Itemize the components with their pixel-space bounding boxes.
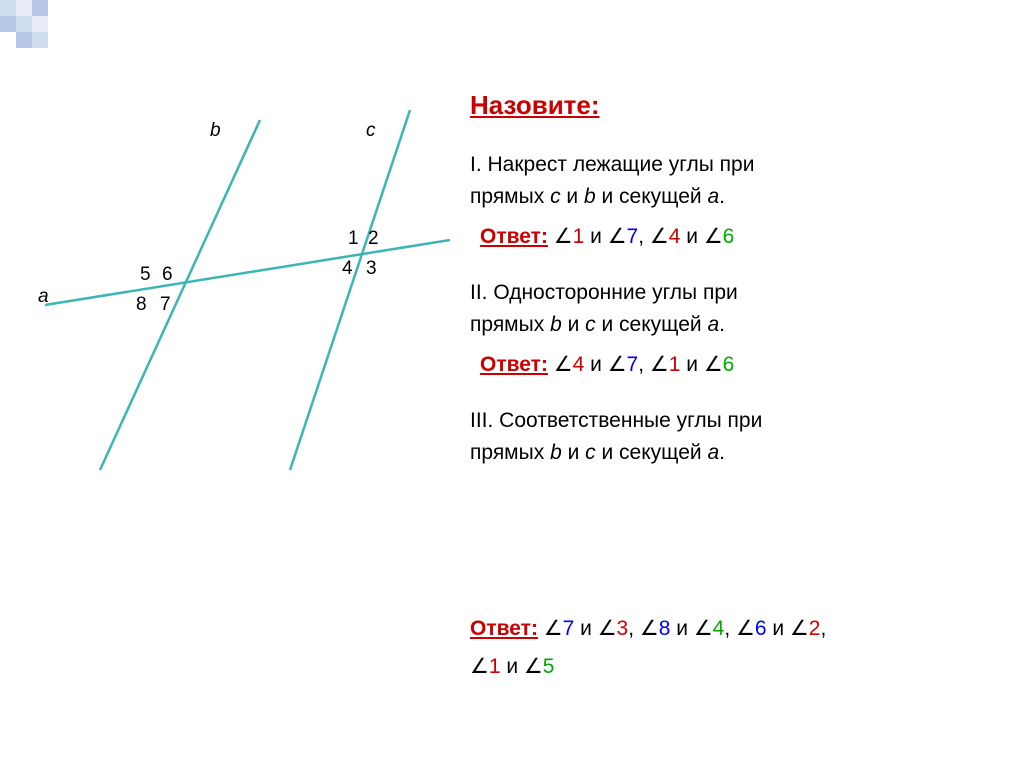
title: Назовите: (470, 90, 1010, 121)
content-panel: Назовите: I. Накрест лежащие углы припря… (470, 90, 1010, 480)
answer-3: Ответ: ∠7 и ∠3, ∠8 и ∠4, ∠6 и ∠2,∠1 и ∠5 (470, 610, 990, 686)
answer-2: Ответ: ∠4 и ∠7, ∠1 и ∠6 (480, 352, 1010, 377)
geometry-diagram: 12345678abc (30, 110, 470, 490)
question-2: II. Односторонние углы припрямых b и c и… (470, 277, 1010, 340)
question-1: I. Накрест лежащие углы припрямых c и b … (470, 149, 1010, 212)
answer-1: Ответ: ∠1 и ∠7, ∠4 и ∠6 (480, 224, 1010, 249)
diagram-svg (30, 110, 470, 490)
question-3: III. Соответственные углы припрямых b и … (470, 405, 1010, 468)
